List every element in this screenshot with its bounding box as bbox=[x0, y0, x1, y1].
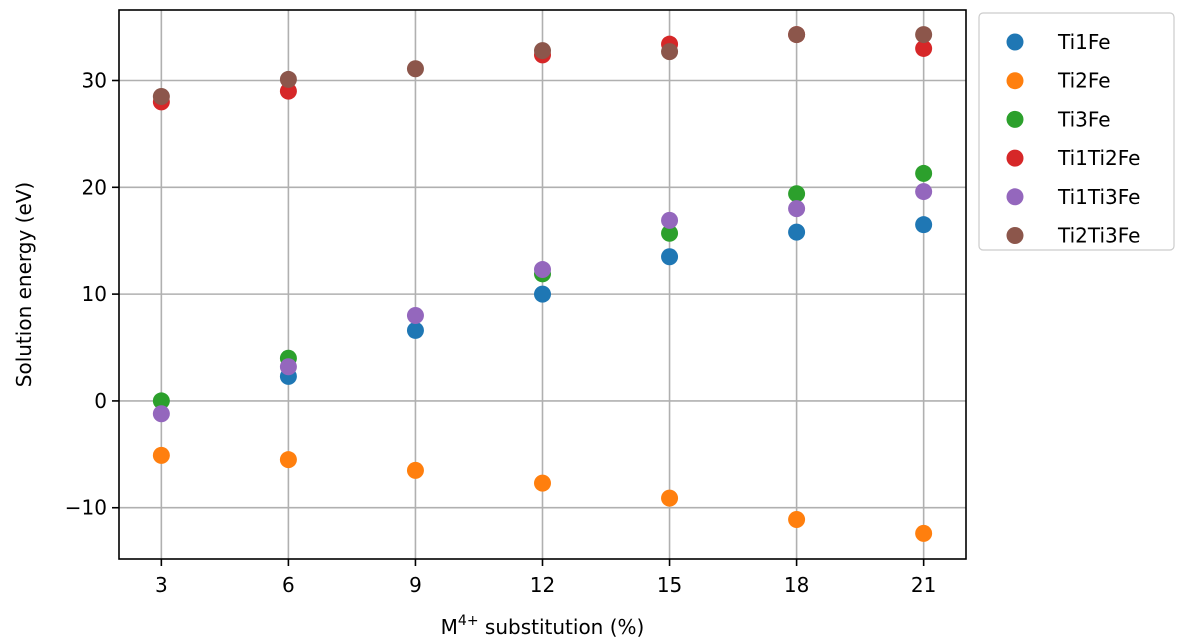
plot-frame bbox=[118, 9, 967, 560]
x-tick-label: 9 bbox=[409, 573, 422, 597]
x-tick-label: 12 bbox=[530, 573, 555, 597]
point-ti1fe bbox=[788, 223, 806, 241]
x-axis-label-superscript: 4+ bbox=[458, 613, 479, 629]
legend-label-ti3fe: Ti3Fe bbox=[1057, 107, 1111, 131]
point-ti1fe bbox=[406, 321, 424, 339]
point-ti2fe bbox=[406, 461, 424, 479]
y-tick-label: 30 bbox=[82, 68, 107, 92]
point-ti2ti3fe bbox=[152, 88, 170, 106]
point-ti2fe bbox=[915, 524, 933, 542]
point-ti1ti3fe bbox=[406, 306, 424, 324]
point-ti1ti3fe bbox=[661, 211, 679, 229]
point-ti1ti2fe bbox=[279, 82, 297, 100]
x-tick-label: 15 bbox=[657, 573, 682, 597]
point-ti2ti3fe bbox=[279, 70, 297, 88]
legend-label-ti2ti3fe: Ti2Ti3Fe bbox=[1057, 224, 1140, 248]
point-ti3fe bbox=[152, 392, 170, 410]
point-ti1ti3fe bbox=[152, 405, 170, 423]
point-ti1fe bbox=[661, 248, 679, 266]
legend-label-ti2fe: Ti2Fe bbox=[1057, 69, 1111, 93]
point-ti1fe bbox=[915, 216, 933, 234]
x-tick-label: 21 bbox=[911, 573, 936, 597]
y-tick-label: 20 bbox=[82, 175, 107, 199]
point-ti1ti3fe bbox=[915, 183, 933, 201]
point-ti1ti3fe bbox=[279, 358, 297, 376]
point-ti2fe bbox=[152, 446, 170, 464]
legend-label-ti1fe: Ti1Fe bbox=[1057, 30, 1111, 54]
legend-marker-ti1ti3fe bbox=[1006, 188, 1024, 206]
point-ti2ti3fe bbox=[406, 60, 424, 78]
x-tick-label: 6 bbox=[282, 573, 295, 597]
point-ti1ti3fe bbox=[788, 200, 806, 218]
point-ti3fe bbox=[915, 164, 933, 182]
legend: Ti1Fe Ti2Fe Ti3Fe Ti1Ti2Fe Ti1Ti3Fe Ti2Ti3Fe bbox=[978, 12, 1175, 251]
y-tick-label: −10 bbox=[65, 496, 107, 520]
legend-box bbox=[978, 12, 1175, 251]
point-ti2fe bbox=[661, 489, 679, 507]
x-axis-label-rest: substitution (%) bbox=[479, 615, 645, 639]
point-ti3fe bbox=[788, 185, 806, 203]
data-points bbox=[152, 26, 933, 542]
legend-marker-ti2ti3fe bbox=[1006, 227, 1024, 244]
legend-marker-ti3fe bbox=[1006, 110, 1024, 128]
y-tick-label: 10 bbox=[82, 282, 107, 306]
point-ti2fe bbox=[279, 451, 297, 469]
point-ti2ti3fe bbox=[915, 26, 933, 44]
legend-label-ti1ti3fe: Ti1Ti3Fe bbox=[1057, 185, 1140, 209]
point-ti3fe bbox=[661, 224, 679, 242]
point-ti1fe bbox=[534, 285, 551, 303]
point-ti1ti2fe bbox=[915, 39, 933, 57]
axis-ticks: 3 6 9 12 15 18 21 −10 0 10 20 30 bbox=[65, 68, 937, 597]
point-ti1ti3fe bbox=[534, 261, 551, 279]
y-tick-label: 0 bbox=[94, 389, 107, 413]
x-tick-label: 3 bbox=[155, 573, 168, 597]
x-axis-label-base: M bbox=[441, 615, 458, 639]
x-tick-label: 18 bbox=[784, 573, 809, 597]
point-ti2ti3fe bbox=[661, 43, 679, 61]
legend-marker-ti1fe bbox=[1006, 33, 1024, 51]
x-axis-label: M4+ substitution (%) bbox=[441, 613, 645, 639]
legend-marker-ti2fe bbox=[1006, 72, 1024, 90]
point-ti2fe bbox=[788, 510, 806, 528]
point-ti2ti3fe bbox=[534, 42, 551, 60]
point-ti2ti3fe bbox=[788, 26, 806, 44]
point-ti2fe bbox=[534, 474, 551, 492]
legend-marker-ti1ti2fe bbox=[1006, 149, 1024, 167]
y-axis-label: Solution energy (eV) bbox=[12, 182, 36, 387]
legend-label-ti1ti2fe: Ti1Ti2Fe bbox=[1057, 146, 1140, 170]
grid bbox=[119, 10, 966, 559]
